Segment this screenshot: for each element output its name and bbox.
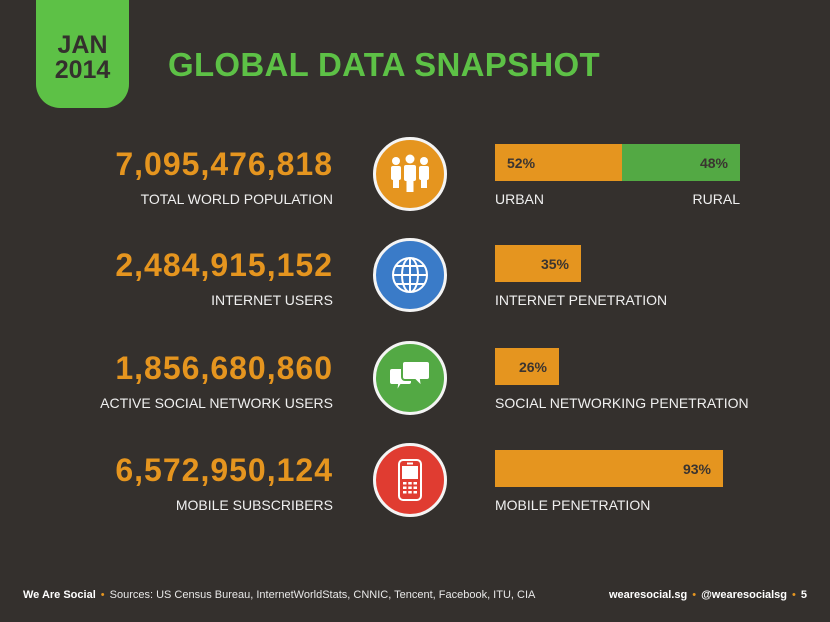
date-year: 2014 bbox=[54, 56, 111, 84]
social-bar: 26% bbox=[495, 348, 559, 385]
stat-value: 7,095,476,818 bbox=[115, 146, 333, 182]
rural-bar: 48% bbox=[622, 144, 740, 181]
urban-bar: 52% bbox=[495, 144, 622, 181]
urban-label: URBAN bbox=[495, 191, 545, 207]
stat-label: INTERNET USERS bbox=[211, 292, 333, 308]
mobile-penetration-bar: 93% bbox=[495, 450, 723, 487]
date-badge: JAN 2014 bbox=[36, 0, 129, 108]
mobile-penetration-label: MOBILE PENETRATION bbox=[495, 497, 651, 513]
stat-row-mobile: 6,572,950,124 MOBILE SUBSCRIBERS 93% MOB… bbox=[0, 443, 830, 542]
internet-bar: 35% bbox=[495, 245, 581, 282]
stat-label: MOBILE SUBSCRIBERS bbox=[175, 497, 333, 513]
stat-label: TOTAL WORLD POPULATION bbox=[140, 191, 333, 207]
footer-separator: • bbox=[100, 589, 105, 601]
footer-separator: • bbox=[692, 589, 697, 601]
date-month: JAN bbox=[57, 31, 108, 59]
chat-bubbles-icon bbox=[373, 341, 447, 415]
mobile-phone-icon bbox=[373, 443, 447, 517]
footer-handle[interactable]: @wearesocialsg bbox=[701, 589, 788, 601]
page-number: 5 bbox=[800, 589, 807, 601]
mobile-bar: 93% bbox=[495, 450, 723, 487]
stat-row-population: 7,095,476,818 TOTAL WORLD POPULATION 52%… bbox=[0, 137, 830, 236]
stat-value: 6,572,950,124 bbox=[115, 452, 333, 488]
stat-row-internet: 2,484,915,152 INTERNET USERS 35% INTERNE… bbox=[0, 238, 830, 337]
footer-left: We Are Social • Sources: US Census Bureau,… bbox=[23, 589, 535, 601]
footer-brand: We Are Social bbox=[23, 589, 96, 601]
urban-rural-bar: 52% 48% bbox=[495, 144, 740, 181]
stat-value: 1,856,680,860 bbox=[115, 350, 333, 386]
footer-sources: Sources: US Census Bureau, InternetWorld… bbox=[109, 589, 536, 601]
social-penetration-label: SOCIAL NETWORKING PENETRATION bbox=[495, 395, 749, 411]
globe-icon bbox=[373, 238, 447, 312]
stat-label: ACTIVE SOCIAL NETWORK USERS bbox=[100, 395, 333, 411]
footer-right: wearesocial.sg • @wearesocialsg • 5 bbox=[609, 589, 807, 601]
internet-penetration-label: INTERNET PENETRATION bbox=[495, 292, 668, 308]
people-icon bbox=[373, 137, 447, 211]
rural-label: RURAL bbox=[692, 191, 740, 207]
footer-separator: • bbox=[792, 589, 796, 601]
social-penetration-bar: 26% bbox=[495, 348, 559, 385]
stat-value: 2,484,915,152 bbox=[115, 247, 333, 283]
internet-penetration-bar: 35% bbox=[495, 245, 581, 282]
footer-website[interactable]: wearesocial.sg bbox=[608, 589, 688, 601]
stat-row-social: 1,856,680,860 ACTIVE SOCIAL NETWORK USER… bbox=[0, 341, 830, 440]
page-title: GLOBAL DATA SNAPSHOT bbox=[168, 46, 600, 83]
